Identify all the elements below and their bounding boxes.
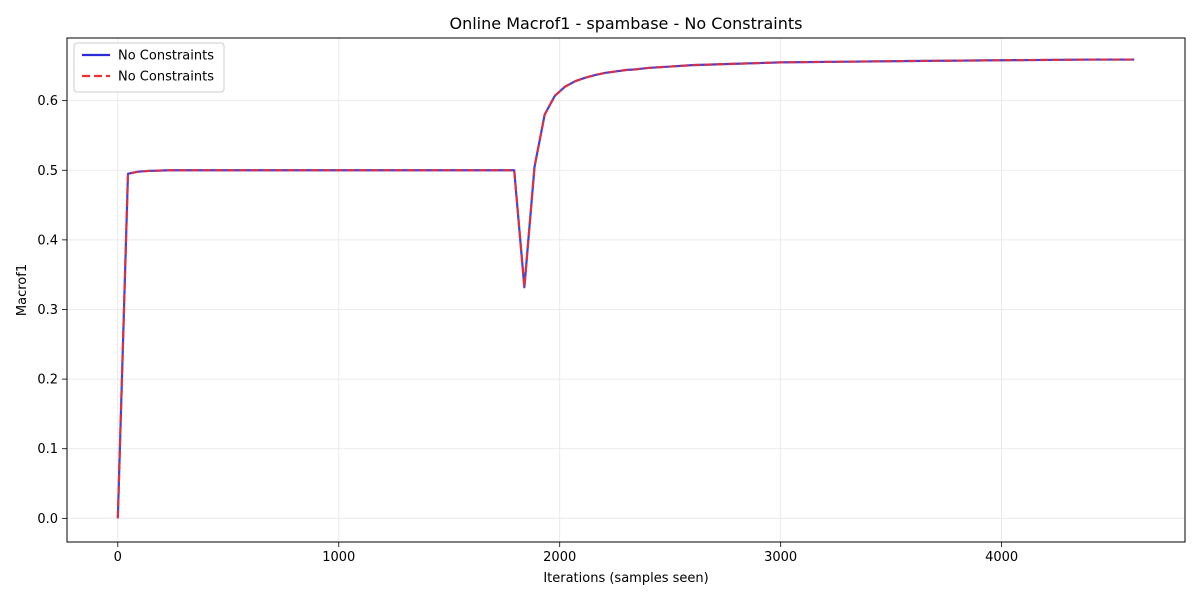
y-tick-label: 0.4 — [37, 233, 58, 248]
plot-lines — [116, 58, 1135, 519]
y-tick-label: 0.0 — [37, 512, 58, 527]
y-axis: 0.0 0.1 0.2 0.3 0.4 0.5 0.6 — [37, 94, 67, 527]
grid — [67, 38, 1185, 542]
x-tick-label: 3000 — [764, 550, 797, 565]
y-tick-label: 0.6 — [37, 94, 58, 109]
y-tick-label: 0.2 — [37, 373, 58, 388]
y-tick-label: 0.1 — [37, 442, 58, 457]
plot-frame — [66, 37, 1186, 543]
x-axis: 0 1000 2000 3000 4000 — [114, 542, 1018, 565]
x-tick-label: 1000 — [322, 550, 355, 565]
legend-box — [73, 42, 225, 93]
x-axis-label: Iterations (samples seen) — [543, 571, 708, 586]
x-tick-label: 2000 — [543, 550, 576, 565]
y-tick-label: 0.5 — [37, 164, 58, 179]
legend-label-1: No Constraints — [118, 49, 214, 64]
x-tick-label: 4000 — [985, 550, 1018, 565]
y-axis-label: Macrof1 — [15, 264, 30, 316]
legend[interactable]: No Constraints No Constraints — [73, 42, 225, 93]
series-line-2 — [116, 58, 1135, 519]
y-tick-label: 0.3 — [37, 303, 58, 318]
x-tick-label: 0 — [114, 550, 122, 565]
chart-title: Online Macrof1 - spambase - No Constrain… — [450, 14, 803, 33]
legend-label-2: No Constraints — [118, 70, 214, 85]
